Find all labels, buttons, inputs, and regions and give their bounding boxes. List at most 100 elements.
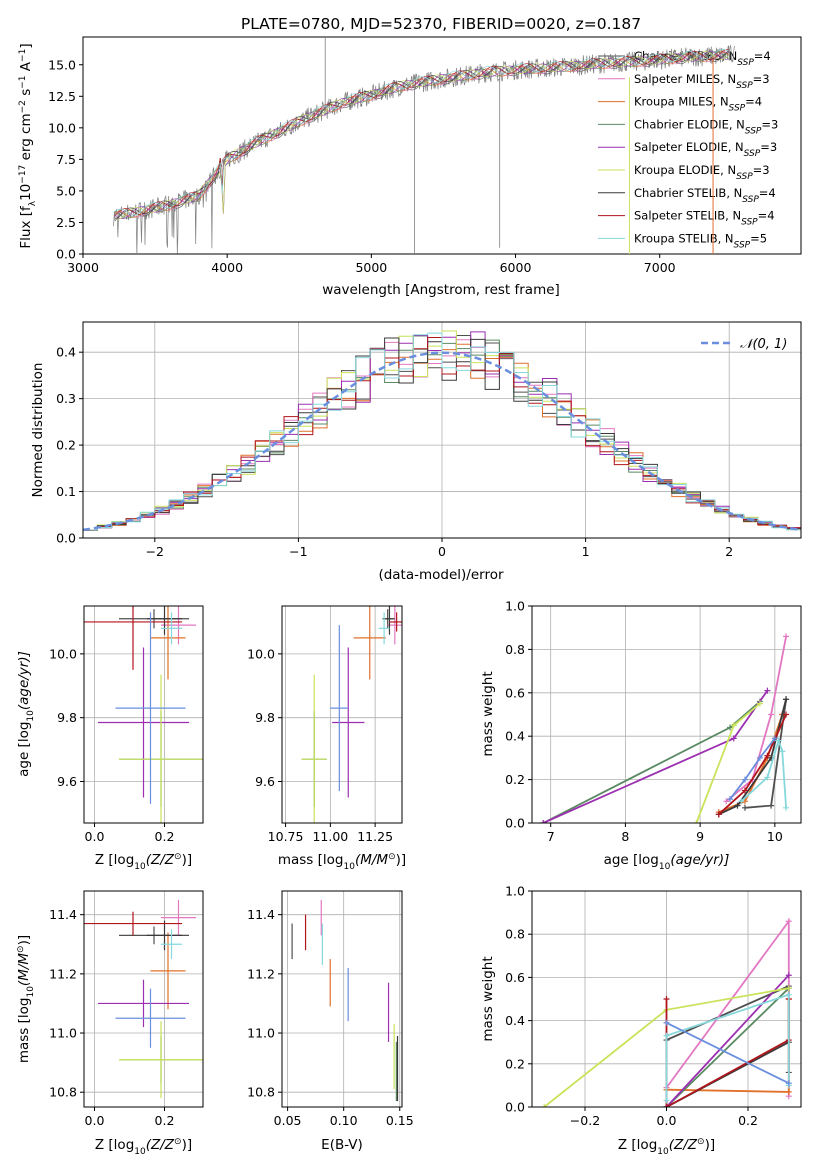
residual-y-label: Normed distribution — [30, 363, 46, 498]
y-tick-label: 12.5 — [48, 89, 76, 104]
x-tick-label: 6000 — [500, 260, 532, 275]
label-part: =3 — [753, 163, 770, 177]
x-tick-label: 0 — [438, 544, 446, 559]
residual-legend: 𝒩(0, 1) — [701, 337, 787, 352]
panel-3: 10.75 11.00 11.25 9.6 9.8 10.0 mass [log10(M/M… — [247, 605, 406, 872]
legend-label: Salpeter MILES, NSSP=3 — [634, 72, 770, 91]
y-tick-label: 10.0 — [48, 120, 76, 135]
legend-label: Salpeter STELIB, NSSP=4 — [634, 209, 775, 228]
label-part: =5 — [750, 231, 767, 245]
panel-data — [291, 899, 399, 1102]
label-part: SSP — [736, 172, 753, 182]
label-part: −1 — [18, 49, 28, 62]
label-part: Salpeter ELODIE, N — [634, 140, 744, 154]
weight-marker-5 — [785, 985, 792, 992]
label-part: SSP — [737, 58, 754, 68]
label-part: )] — [182, 852, 193, 868]
weight-marker-5 — [756, 700, 763, 707]
y-tick-label: 0.1 — [56, 484, 76, 499]
label-part: ⊙ — [174, 1137, 182, 1147]
label-part: Flux [f — [18, 205, 34, 249]
weight-line-7 — [718, 714, 787, 815]
residual-plot-area — [83, 322, 801, 539]
label-part: −1 — [18, 75, 28, 88]
weight-marker-4 — [540, 820, 547, 823]
spectrum-x-ticks: 3000 4000 5000 6000 7000 — [67, 254, 676, 275]
label-part: SSP — [742, 195, 759, 205]
label-part: =4 — [754, 49, 771, 63]
spectrum-y-label: Flux [fλ10−17 erg cm−2 s−1 A−1] — [18, 43, 38, 248]
label-part: 10 — [26, 986, 36, 998]
x-tick-label: 0.10 — [330, 1113, 358, 1128]
label-part: Chabrier ELODIE, N — [634, 117, 745, 131]
label-part: Salpeter MILES, N — [634, 72, 736, 86]
y-tick-label: 9.8 — [57, 710, 77, 725]
label-part: SSP — [736, 81, 753, 91]
y-tick-label: 0.0 — [505, 816, 525, 831]
y-axis-label: mass weight — [480, 671, 496, 756]
residual-y-ticks: 0.0 0.1 0.2 0.3 0.4 — [56, 345, 83, 546]
label-part: ] — [18, 43, 34, 48]
label-part: (age/yr)] — [16, 651, 32, 710]
panel-frame — [83, 605, 204, 824]
label-part: 10 — [343, 862, 355, 872]
label-part: Z [log — [618, 1137, 657, 1153]
y-tick-label: 10.8 — [49, 1085, 77, 1100]
label-part: ⊙ — [388, 852, 396, 862]
label-part: )] — [182, 1137, 193, 1153]
weight-line-6 — [718, 699, 787, 816]
y-tick-label: 9.6 — [255, 774, 275, 789]
label-part: mass [log — [278, 852, 344, 868]
panel-data — [301, 606, 402, 823]
y-tick-label: 11.2 — [247, 966, 275, 981]
label-part: SSP — [734, 240, 751, 250]
label-part: Kroupa STELIB, N — [634, 231, 734, 245]
panel-frame — [531, 605, 802, 824]
y-tick-label: 9.8 — [255, 710, 275, 725]
weight-line-3 — [542, 700, 761, 823]
x-tick-label: 8 — [621, 829, 629, 844]
residual-panel: −2 −1 0 1 2 0.0 0.1 0.2 0.3 0.4 (data-model)/err… — [30, 321, 802, 583]
label-part: =4 — [758, 209, 775, 223]
model-spectrum-6 — [114, 50, 730, 220]
label-part: (age/yr)] — [670, 852, 729, 868]
x-tick-label: 0.0 — [85, 1113, 105, 1128]
panel-data — [84, 899, 203, 1099]
x-tick-label: 0.2 — [155, 829, 175, 844]
panel-data — [541, 918, 792, 1107]
y-tick-label: 1.0 — [505, 599, 525, 614]
weight-marker-4 — [785, 972, 792, 979]
y-tick-label: 0.8 — [505, 642, 525, 657]
spectrum-title: PLATE=0780, MJD=52370, FIBERID=0020, z=0… — [241, 15, 641, 33]
panel-data — [540, 633, 790, 823]
x-tick-label: 0.2 — [155, 1113, 175, 1128]
y-tick-label: 0.2 — [56, 438, 76, 453]
weight-marker-4 — [764, 687, 771, 694]
weight-line-4 — [542, 690, 769, 823]
label-part: =3 — [753, 72, 770, 86]
weight-marker-8 — [663, 1032, 670, 1039]
weight-marker-1 — [783, 633, 790, 640]
label-part: erg cm — [18, 113, 34, 164]
label-part: Salpeter STELIB, N — [634, 209, 741, 223]
legend-label: Salpeter ELODIE, NSSP=3 — [634, 140, 777, 159]
y-tick-label: 0.4 — [505, 1013, 525, 1028]
weight-marker-5 — [693, 820, 700, 823]
label-part: (M/M — [16, 953, 32, 986]
panel-7: −0.2 0.0 0.2 0.0 0.2 0.4 0.6 0.8 1.0 Z [log10(Z/Z… — [480, 884, 802, 1157]
weight-marker-8 — [783, 804, 790, 811]
weight-line-1 — [665, 918, 790, 1097]
label-part: s — [18, 89, 34, 100]
weight-line-1 — [725, 636, 787, 802]
x-tick-label: −2 — [146, 544, 164, 559]
y-tick-label: 0.6 — [505, 970, 525, 985]
label-part: =3 — [761, 117, 778, 131]
panel-data — [84, 606, 203, 823]
y-axis-label: mass weight — [480, 956, 496, 1041]
panel-frame — [83, 890, 204, 1108]
weight-marker-7 — [764, 752, 771, 759]
panel-6: 0.05 0.10 0.15 10.8 11.0 11.2 11.4 E(B-V) — [247, 890, 414, 1153]
weight-line-4 — [665, 974, 790, 1107]
label-part: SSP — [741, 218, 758, 228]
